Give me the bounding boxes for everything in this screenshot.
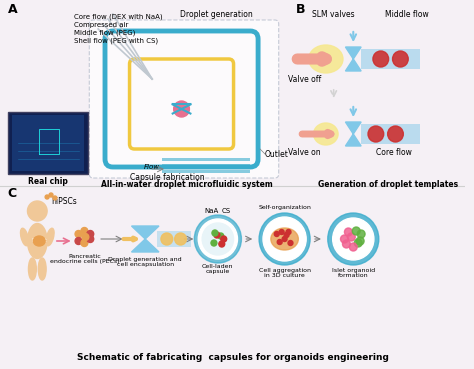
Circle shape bbox=[392, 51, 408, 67]
Ellipse shape bbox=[33, 236, 45, 246]
Circle shape bbox=[218, 233, 224, 239]
Ellipse shape bbox=[46, 228, 54, 246]
Circle shape bbox=[211, 240, 217, 246]
Text: Schematic of fabricating  capsules for organoids engineering: Schematic of fabricating capsules for or… bbox=[77, 352, 389, 362]
Circle shape bbox=[221, 236, 227, 242]
Ellipse shape bbox=[313, 123, 338, 145]
Circle shape bbox=[354, 239, 362, 247]
Circle shape bbox=[282, 237, 287, 241]
Circle shape bbox=[279, 230, 284, 235]
Text: All-in-water droplet microfluidic system: All-in-water droplet microfluidic system bbox=[100, 179, 273, 189]
Text: Valve on: Valve on bbox=[288, 148, 320, 156]
Circle shape bbox=[343, 240, 350, 248]
Circle shape bbox=[388, 126, 403, 142]
Ellipse shape bbox=[38, 258, 46, 280]
Circle shape bbox=[347, 233, 355, 241]
Polygon shape bbox=[346, 122, 361, 146]
Polygon shape bbox=[346, 47, 361, 71]
Ellipse shape bbox=[20, 228, 28, 246]
FancyBboxPatch shape bbox=[162, 170, 250, 173]
Circle shape bbox=[194, 215, 241, 263]
Circle shape bbox=[212, 230, 218, 236]
Circle shape bbox=[82, 234, 89, 241]
Text: Droplet generation: Droplet generation bbox=[180, 10, 252, 18]
Circle shape bbox=[333, 218, 374, 260]
Text: B: B bbox=[296, 3, 306, 15]
Text: Capsule fabrication: Capsule fabrication bbox=[129, 172, 204, 182]
Circle shape bbox=[277, 239, 282, 245]
Circle shape bbox=[259, 213, 310, 265]
Text: NaA: NaA bbox=[205, 208, 219, 214]
Text: Cell aggregation
in 3D culture: Cell aggregation in 3D culture bbox=[259, 268, 310, 278]
Circle shape bbox=[202, 223, 234, 255]
Circle shape bbox=[349, 243, 357, 251]
Text: Middle flow (PEG): Middle flow (PEG) bbox=[73, 30, 135, 36]
Text: Core flow (DEX with NaA): Core flow (DEX with NaA) bbox=[73, 14, 162, 20]
Text: Real chip: Real chip bbox=[28, 176, 68, 186]
Circle shape bbox=[263, 217, 306, 261]
Text: Core flow: Core flow bbox=[376, 148, 412, 156]
Ellipse shape bbox=[27, 224, 47, 259]
Circle shape bbox=[87, 235, 94, 242]
FancyBboxPatch shape bbox=[162, 158, 250, 161]
Circle shape bbox=[288, 241, 293, 245]
Circle shape bbox=[356, 237, 364, 245]
Circle shape bbox=[345, 228, 352, 236]
Text: Middle flow: Middle flow bbox=[385, 10, 429, 18]
Text: Islet organoid
formation: Islet organoid formation bbox=[332, 268, 375, 278]
Circle shape bbox=[75, 238, 82, 245]
Circle shape bbox=[198, 219, 237, 259]
Text: Generation of droplet templates: Generation of droplet templates bbox=[318, 179, 458, 189]
Text: SLM valves: SLM valves bbox=[312, 10, 355, 18]
Text: hiPSCs: hiPSCs bbox=[51, 197, 77, 206]
Circle shape bbox=[53, 196, 57, 200]
Text: CS: CS bbox=[221, 208, 230, 214]
Circle shape bbox=[340, 235, 348, 243]
Circle shape bbox=[175, 233, 186, 245]
Text: Droplet generation and
cell encapsulation: Droplet generation and cell encapsulatio… bbox=[109, 256, 182, 268]
Text: Valve off: Valve off bbox=[288, 75, 321, 83]
Circle shape bbox=[284, 232, 289, 238]
FancyBboxPatch shape bbox=[162, 164, 250, 167]
Circle shape bbox=[274, 231, 279, 237]
Text: Islet: Islet bbox=[31, 238, 47, 244]
Polygon shape bbox=[131, 226, 159, 252]
Circle shape bbox=[27, 201, 47, 221]
FancyBboxPatch shape bbox=[89, 20, 279, 178]
Text: Self-organization: Self-organization bbox=[258, 204, 311, 210]
Text: Cell-laden
capsule: Cell-laden capsule bbox=[202, 263, 234, 275]
Circle shape bbox=[81, 228, 88, 235]
Ellipse shape bbox=[309, 45, 343, 73]
Text: C: C bbox=[8, 186, 17, 200]
Circle shape bbox=[161, 233, 173, 245]
Text: A: A bbox=[8, 3, 18, 15]
Circle shape bbox=[45, 195, 49, 199]
Circle shape bbox=[87, 231, 94, 238]
Ellipse shape bbox=[271, 228, 298, 250]
Circle shape bbox=[286, 230, 291, 235]
Text: Compressed air: Compressed air bbox=[73, 22, 128, 28]
Circle shape bbox=[219, 241, 225, 247]
Circle shape bbox=[173, 101, 190, 117]
Text: Flow: Flow bbox=[144, 164, 160, 170]
Circle shape bbox=[81, 239, 88, 246]
Circle shape bbox=[373, 51, 389, 67]
Ellipse shape bbox=[28, 258, 36, 280]
Circle shape bbox=[368, 126, 384, 142]
Text: Pancreatic
endocrine cells (PECs): Pancreatic endocrine cells (PECs) bbox=[50, 254, 119, 265]
Circle shape bbox=[75, 231, 82, 238]
Circle shape bbox=[352, 227, 360, 235]
FancyBboxPatch shape bbox=[361, 49, 420, 69]
Circle shape bbox=[328, 213, 379, 265]
FancyBboxPatch shape bbox=[361, 124, 420, 144]
Circle shape bbox=[49, 193, 53, 197]
Circle shape bbox=[357, 230, 365, 238]
Text: Outlet: Outlet bbox=[265, 149, 289, 159]
FancyBboxPatch shape bbox=[12, 115, 84, 171]
Circle shape bbox=[214, 232, 220, 238]
Text: Shell flow (PEG with CS): Shell flow (PEG with CS) bbox=[73, 38, 158, 44]
FancyBboxPatch shape bbox=[8, 112, 88, 174]
FancyBboxPatch shape bbox=[157, 231, 191, 247]
